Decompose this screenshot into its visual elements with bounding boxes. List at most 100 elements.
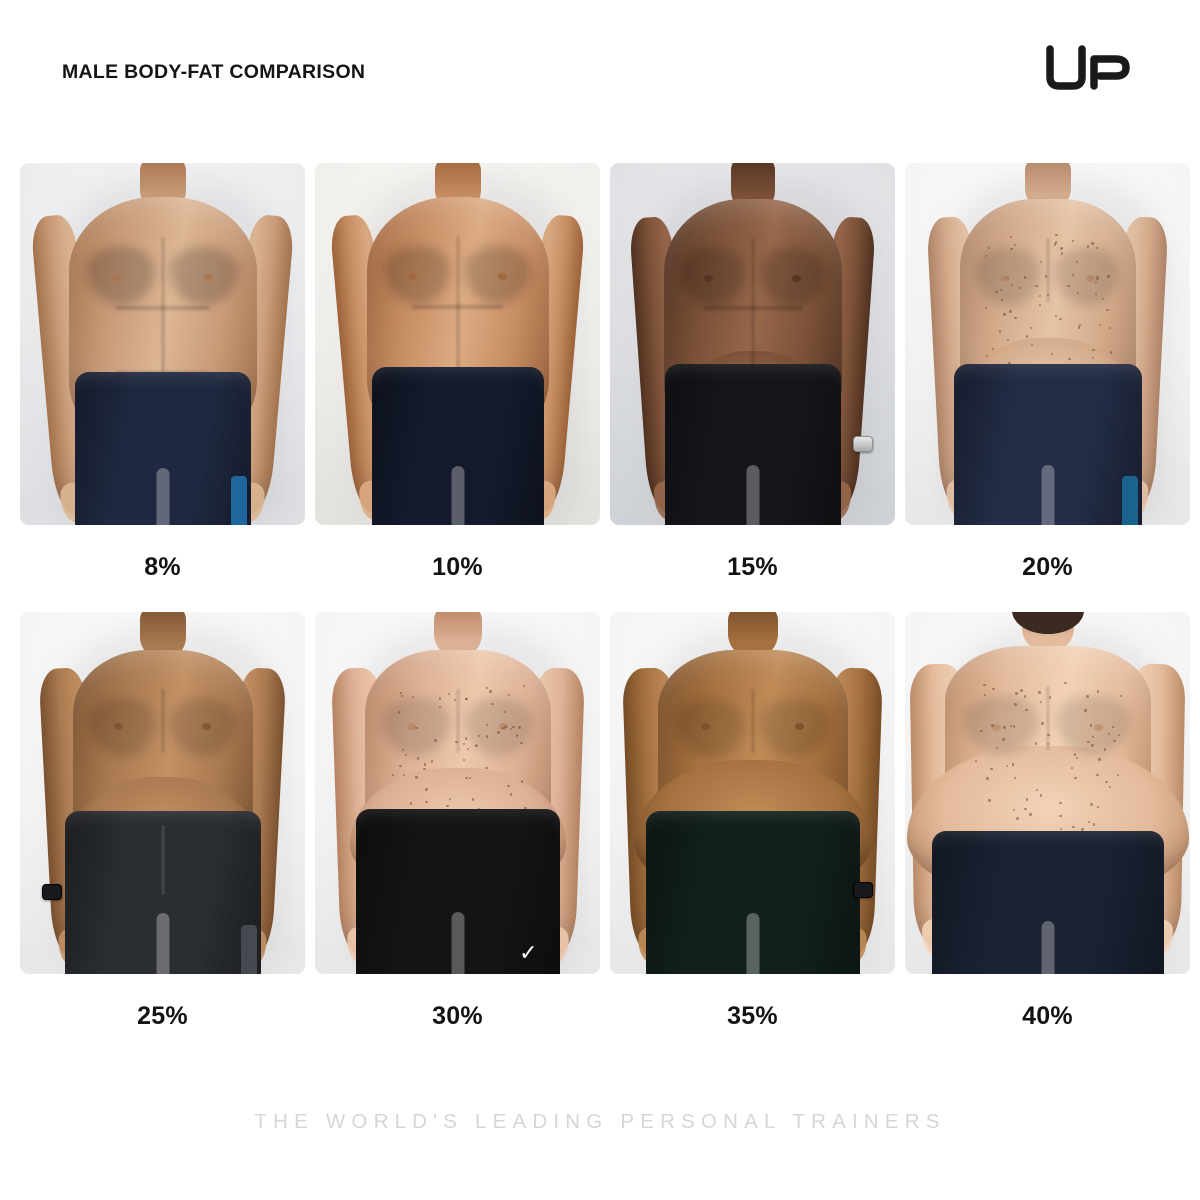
body-hair bbox=[1086, 695, 1089, 698]
nipple-left bbox=[999, 274, 1009, 282]
body-hair bbox=[1014, 703, 1017, 706]
body-hair bbox=[991, 347, 994, 351]
body-hair bbox=[401, 749, 405, 752]
body-hair bbox=[1024, 807, 1027, 811]
body-hair bbox=[449, 797, 452, 800]
body-hair bbox=[1044, 275, 1048, 278]
body-hair bbox=[1094, 280, 1098, 284]
body-figure bbox=[610, 163, 895, 525]
leg-split bbox=[451, 912, 464, 974]
body-hair bbox=[1047, 734, 1050, 737]
sternum-line bbox=[456, 688, 459, 753]
body-hair bbox=[1109, 351, 1113, 354]
body-hair bbox=[1072, 825, 1075, 829]
body-hair bbox=[401, 694, 404, 698]
body-hair bbox=[1070, 766, 1074, 770]
grid-cell-body-fat-20-percent: 20% bbox=[905, 163, 1190, 580]
caption-body-fat-25-percent: 25% bbox=[137, 1002, 188, 1030]
tagline: THE WORLD'S LEADING PERSONAL TRAINERS bbox=[254, 1110, 946, 1133]
body-hair bbox=[416, 757, 420, 760]
footer: THE WORLD'S LEADING PERSONAL TRAINERS bbox=[0, 1110, 1200, 1133]
body-hair bbox=[1081, 828, 1084, 831]
body-hair bbox=[399, 691, 402, 695]
body-hair bbox=[1013, 244, 1017, 247]
body-figure: ✓ bbox=[315, 612, 600, 974]
body-hair bbox=[1011, 763, 1015, 766]
nipple-right bbox=[1094, 723, 1104, 731]
shorts bbox=[953, 364, 1142, 525]
body-hair bbox=[1067, 284, 1070, 288]
nipple-right bbox=[498, 722, 508, 730]
linea-alba bbox=[161, 301, 164, 386]
body-hair bbox=[1076, 291, 1080, 295]
body-fat-grid: 8% 10% 15% 20% 25% ✓ 30% 35% 40% bbox=[20, 163, 1190, 1030]
body-hair bbox=[1003, 313, 1006, 316]
body-hair bbox=[1119, 694, 1123, 698]
caption-body-fat-10-percent: 10% bbox=[432, 553, 483, 581]
shorts bbox=[931, 831, 1164, 974]
body-hair bbox=[497, 731, 500, 734]
body-hair bbox=[983, 683, 986, 687]
body-hair bbox=[507, 785, 510, 788]
body-hair bbox=[985, 255, 988, 258]
body-hair bbox=[1071, 273, 1075, 277]
photo-body-fat-30-percent: ✓ bbox=[315, 612, 600, 974]
body-hair bbox=[425, 788, 428, 791]
body-hair bbox=[409, 802, 412, 805]
body-hair bbox=[1103, 748, 1107, 751]
body-hair bbox=[1010, 247, 1013, 251]
body-hair bbox=[522, 684, 526, 688]
body-hair bbox=[1020, 689, 1023, 692]
drawstring bbox=[161, 825, 164, 896]
shorts-trim bbox=[1121, 476, 1138, 525]
body-hair bbox=[975, 759, 978, 763]
body-hair bbox=[1013, 776, 1016, 780]
header: MALE BODY-FAT COMPARISON bbox=[0, 0, 1200, 130]
body-hair bbox=[512, 725, 515, 729]
body-hair bbox=[466, 747, 469, 751]
body-hair bbox=[1040, 260, 1043, 263]
photo-body-fat-10-percent bbox=[315, 163, 600, 525]
linea-alba bbox=[456, 300, 459, 384]
body-hair bbox=[1055, 234, 1058, 237]
body-hair bbox=[1068, 357, 1071, 361]
body-hair bbox=[469, 776, 472, 780]
grid-cell-body-fat-35-percent: 35% bbox=[610, 612, 895, 1029]
leg-split bbox=[156, 913, 169, 974]
body-hair bbox=[507, 693, 511, 697]
body-hair bbox=[423, 763, 427, 766]
body-hair bbox=[1091, 735, 1095, 739]
sternum-line bbox=[456, 236, 459, 301]
ab-line bbox=[411, 305, 504, 310]
body-hair bbox=[984, 307, 988, 310]
body-hair bbox=[1038, 691, 1041, 694]
body-hair bbox=[1064, 681, 1067, 685]
body-hair bbox=[447, 693, 450, 696]
body-hair bbox=[1035, 284, 1038, 288]
nipple-left bbox=[408, 273, 418, 281]
body-hair bbox=[1096, 690, 1100, 693]
body-hair bbox=[1096, 275, 1099, 279]
body-hair bbox=[1024, 695, 1027, 698]
body-hair bbox=[438, 697, 442, 700]
body-hair bbox=[475, 745, 478, 748]
leg-split bbox=[746, 913, 759, 974]
body-hair bbox=[1087, 245, 1090, 248]
body-hair bbox=[1092, 357, 1095, 360]
body-hair bbox=[1038, 303, 1042, 307]
body-hair bbox=[1006, 276, 1010, 280]
body-hair bbox=[1025, 798, 1028, 801]
body-hair bbox=[1055, 314, 1058, 318]
leg-split bbox=[1041, 465, 1054, 525]
body-hair bbox=[1029, 813, 1032, 816]
body-figure bbox=[905, 612, 1190, 974]
leg-split bbox=[451, 466, 464, 525]
photo-body-fat-15-percent bbox=[610, 163, 895, 525]
grid-cell-body-fat-10-percent: 10% bbox=[315, 163, 600, 580]
wrist-watch bbox=[853, 882, 873, 898]
body-hair bbox=[462, 758, 466, 762]
body-hair bbox=[1059, 827, 1063, 831]
body-hair bbox=[995, 747, 999, 750]
shorts bbox=[64, 811, 261, 974]
caption-body-fat-40-percent: 40% bbox=[1022, 1002, 1073, 1030]
